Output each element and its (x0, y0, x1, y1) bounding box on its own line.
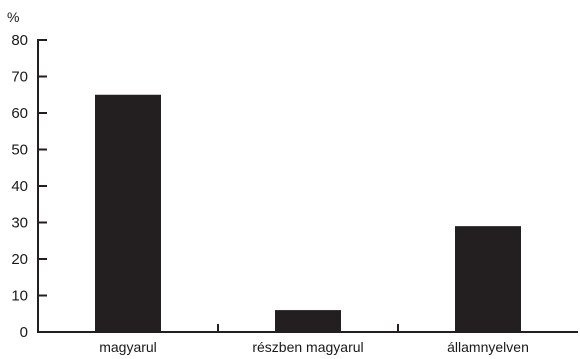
y-tick-label: 40 (11, 178, 28, 195)
y-axis-unit-label: % (7, 9, 19, 25)
bar-2 (275, 310, 341, 332)
bar-3 (455, 226, 521, 332)
bar-1 (95, 94, 161, 332)
y-tick-label: 0 (20, 324, 28, 341)
y-tick-label: 30 (11, 215, 28, 232)
x-axis-category-labels: magyarul részben magyarul államnyelven (99, 339, 529, 355)
y-tick-label: 60 (11, 105, 28, 122)
x-category-label: részben magyarul (252, 339, 363, 355)
y-tick-label: 70 (11, 69, 28, 86)
x-category-label: államnyelven (447, 339, 529, 355)
x-category-label: magyarul (99, 339, 157, 355)
y-tick-label: 20 (11, 251, 28, 268)
x-axis-ticks (217, 324, 399, 332)
y-tick-label: 80 (11, 32, 28, 49)
y-tick-label: 10 (11, 288, 28, 305)
bars (95, 94, 521, 332)
y-axis-ticks: 0 10 20 30 40 50 60 70 80 (11, 32, 47, 341)
y-tick-label: 50 (11, 142, 28, 159)
